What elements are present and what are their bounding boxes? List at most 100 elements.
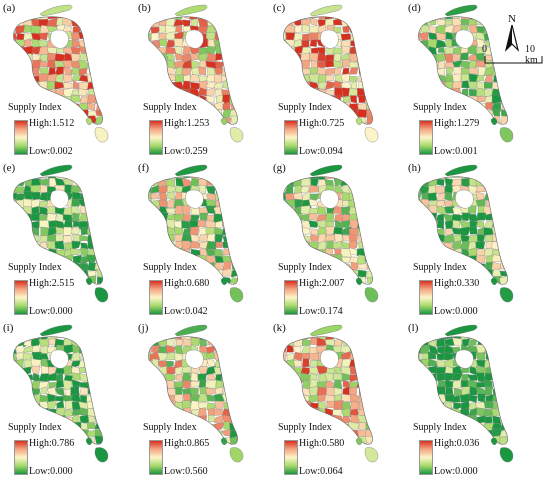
- district-cell: [23, 394, 33, 404]
- district-cell: [72, 254, 82, 264]
- legend-high: High:0.680: [164, 278, 210, 289]
- district-cell: [158, 73, 167, 83]
- district-cell: [24, 374, 34, 382]
- district-cell: [87, 176, 96, 179]
- district-cell: [70, 32, 82, 41]
- district-cell: [365, 228, 373, 235]
- district-cell: [205, 60, 217, 69]
- district-cell: [86, 25, 96, 34]
- district-cell: [349, 394, 360, 403]
- district-cell: [365, 32, 373, 42]
- district-cell: [13, 52, 18, 62]
- district-cell: [508, 394, 517, 403]
- district-cell: [451, 80, 463, 89]
- district-cell: [148, 53, 153, 63]
- islet-south: [364, 127, 379, 143]
- district-cell: [308, 207, 320, 215]
- district-cell: [38, 178, 50, 186]
- legend-low: Low:0.002: [29, 146, 73, 157]
- district-cell: [418, 46, 423, 56]
- district-cell: [374, 352, 382, 361]
- district-cell: [230, 205, 238, 216]
- district-cell: [325, 75, 335, 82]
- district-cell: [293, 176, 304, 180]
- district-cell: [333, 60, 344, 69]
- district-cell: [317, 80, 326, 90]
- panel-label: (g): [273, 162, 286, 174]
- district-cell: [427, 380, 437, 389]
- islet-south-small: [220, 117, 228, 125]
- islet-south-small: [85, 117, 93, 125]
- district-cell: [364, 336, 373, 340]
- district-cell: [104, 81, 112, 89]
- district-cell: [500, 73, 508, 83]
- district-cell: [500, 338, 508, 348]
- legend-high: High:1.253: [164, 118, 210, 129]
- district-cell: [229, 82, 238, 91]
- district-cell: [499, 178, 508, 186]
- district-cell: [148, 205, 152, 215]
- district-cell: [104, 395, 112, 403]
- district-cell: [492, 176, 503, 181]
- district-cell: [492, 191, 503, 202]
- islet-south-small: [220, 277, 228, 285]
- district-cell: [349, 366, 360, 375]
- district-cell: [285, 227, 294, 237]
- district-cell: [13, 80, 17, 91]
- district-cell: [451, 395, 461, 403]
- district-cell: [292, 247, 302, 258]
- legend-title: Supply Index: [413, 262, 467, 273]
- legend: Supply Index High:0.036 Low:0.000: [413, 422, 533, 478]
- district-cell: [509, 201, 519, 207]
- district-cell: [95, 61, 103, 69]
- district-cell: [149, 80, 161, 90]
- district-cell: [491, 66, 503, 77]
- islet-south-small: [355, 117, 363, 125]
- district-cell: [39, 345, 49, 355]
- district-cell: [508, 207, 518, 214]
- district-cell: [444, 247, 454, 257]
- district-cell: [293, 228, 303, 237]
- district-cell: [87, 422, 97, 430]
- district-cell: [39, 214, 48, 222]
- district-cell: [230, 351, 238, 362]
- district-cell: [231, 199, 238, 208]
- district-cell: [87, 54, 97, 62]
- district-cell: [418, 339, 422, 348]
- district-cell: [239, 249, 248, 255]
- district-cell: [316, 220, 327, 229]
- district-cell: [88, 46, 98, 55]
- district-cell: [301, 24, 311, 34]
- district-cell: [71, 240, 81, 250]
- district-cell: [476, 75, 485, 82]
- district-cell: [230, 365, 238, 375]
- district-cell: [95, 88, 103, 98]
- district-cell: [285, 373, 295, 383]
- district-cell: [483, 176, 494, 180]
- district-cell: [493, 374, 503, 382]
- district-cell: [284, 386, 294, 397]
- district-cell: [286, 344, 294, 353]
- district-cell: [366, 408, 373, 418]
- district-cell: [189, 81, 201, 91]
- district-cell: [237, 81, 238, 91]
- district-cell: [499, 359, 508, 369]
- choropleth-map: [13, 4, 112, 143]
- district-cell: [182, 19, 191, 27]
- district-cell: [165, 344, 175, 353]
- district-cell: [418, 226, 422, 237]
- district-cell: [80, 352, 88, 360]
- map-panel: (k) Supply Index High:0.580 Low:0.064: [270, 322, 400, 480]
- district-cell: [499, 233, 508, 244]
- district-cell: [158, 16, 169, 21]
- district-cell: [14, 16, 24, 20]
- district-cell: [475, 16, 485, 21]
- district-cell: [293, 380, 303, 389]
- district-cell: [54, 81, 66, 90]
- district-cell: [427, 176, 439, 181]
- district-cell: [86, 359, 97, 369]
- district-cell: [31, 205, 40, 215]
- district-cell: [421, 336, 430, 339]
- district-cell: [70, 66, 81, 75]
- district-cell: [348, 381, 360, 389]
